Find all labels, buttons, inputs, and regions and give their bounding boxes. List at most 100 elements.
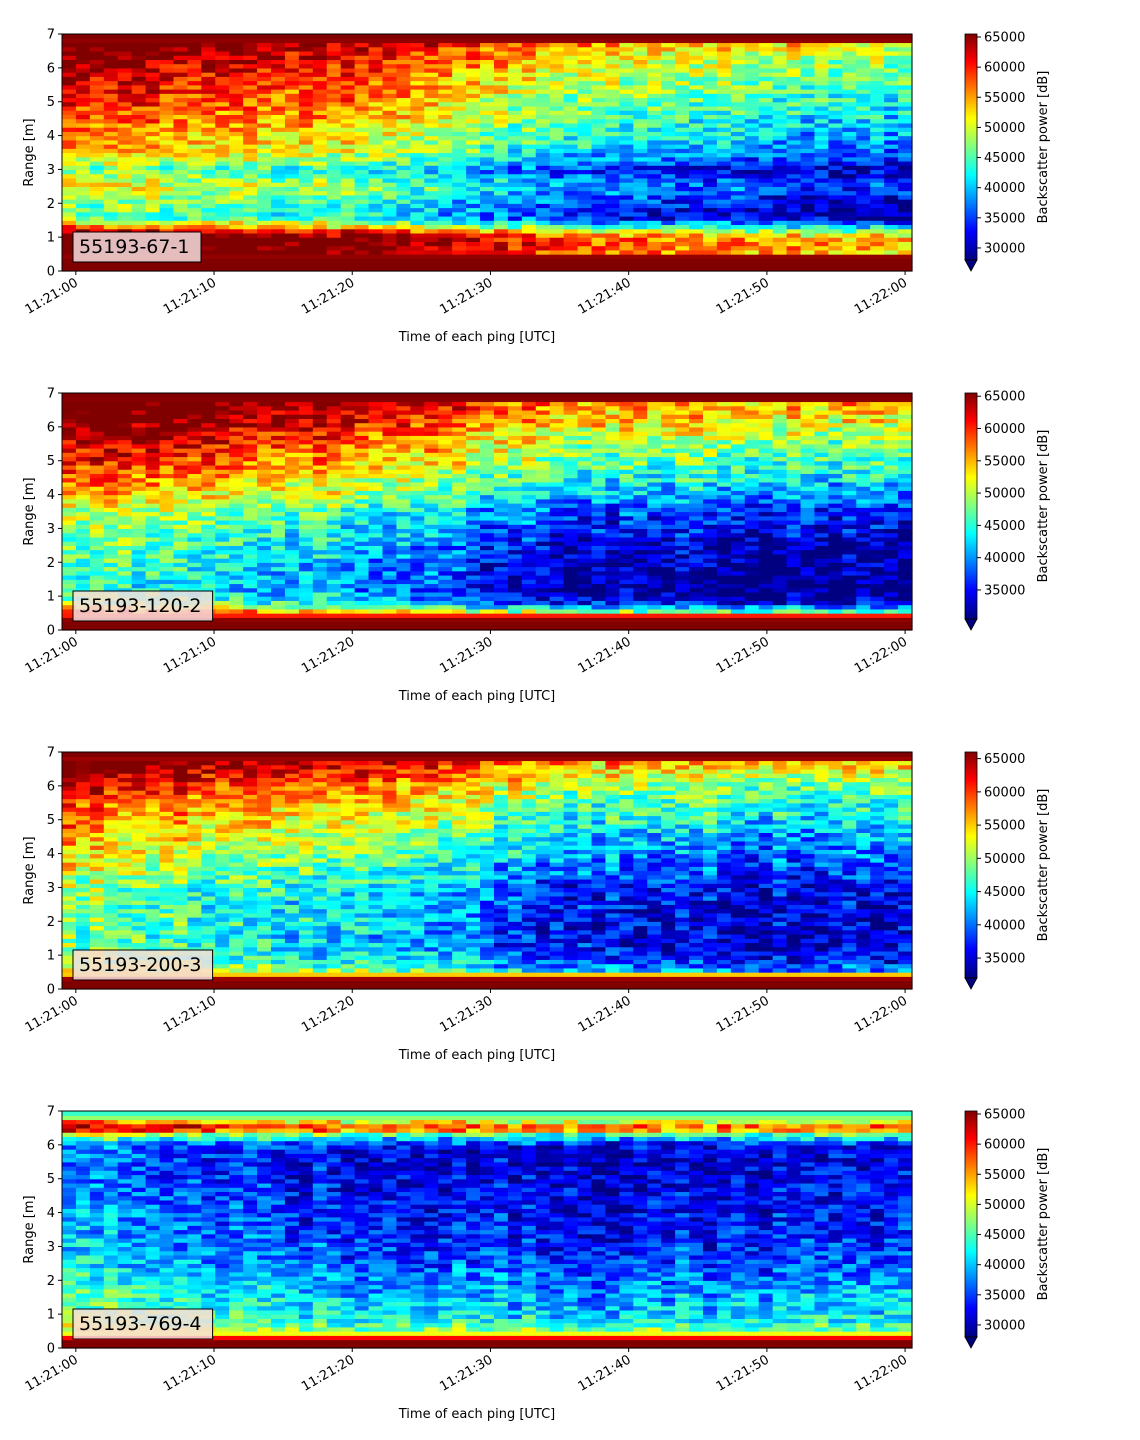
heatmap-cell (578, 93, 593, 98)
heatmap-cell (396, 186, 411, 191)
heatmap-cell (257, 537, 272, 542)
heatmap-cell (327, 93, 342, 98)
heatmap-cell (271, 38, 286, 43)
heatmap-cell (271, 440, 286, 445)
heatmap-cell (243, 533, 258, 538)
heatmap-cell (257, 562, 272, 567)
heatmap-cell (675, 123, 690, 128)
heatmap-cell (327, 127, 342, 132)
heatmap-cell (118, 456, 133, 461)
heatmap-cell (201, 233, 216, 238)
heatmap-cell (201, 220, 216, 225)
heatmap-cell (173, 486, 188, 491)
heatmap-cell (661, 106, 676, 111)
heatmap-cell (341, 263, 356, 268)
heatmap-cell (522, 263, 537, 268)
heatmap-cell (369, 182, 384, 187)
heatmap-cell (229, 157, 244, 162)
heatmap-cell (578, 203, 593, 208)
heatmap-cell (299, 144, 314, 149)
heatmap-cell (229, 47, 244, 52)
heatmap-cell (550, 127, 565, 132)
heatmap-cell (703, 199, 718, 204)
heatmap-cell (759, 224, 774, 229)
heatmap-cell (550, 246, 565, 251)
heatmap-cell (731, 178, 746, 183)
heatmap-cell (327, 208, 342, 213)
heatmap-cell (745, 263, 760, 268)
heatmap-cell (327, 418, 342, 423)
heatmap-cell (90, 393, 105, 398)
heatmap-cell (396, 609, 411, 614)
heatmap-cell (299, 169, 314, 174)
heatmap-cell (675, 114, 690, 119)
heatmap-cell (369, 613, 384, 618)
heatmap-cell (564, 148, 579, 153)
heatmap-cell (243, 541, 258, 546)
heatmap-cell (146, 448, 161, 453)
heatmap-cell (285, 34, 300, 39)
heatmap-cell (243, 596, 258, 601)
heatmap-cell (396, 541, 411, 546)
heatmap-cell (578, 68, 593, 73)
heatmap-cell (564, 106, 579, 111)
heatmap-cell (313, 435, 328, 440)
heatmap-cell (299, 89, 314, 94)
heatmap-cell (355, 583, 370, 588)
heatmap-cell (452, 153, 467, 158)
heatmap-cell (452, 119, 467, 124)
heatmap-cell (717, 186, 732, 191)
heatmap-cell (438, 131, 453, 136)
heatmap-cell (452, 216, 467, 221)
heatmap-cell (578, 246, 593, 251)
heatmap-cell (731, 34, 746, 39)
heatmap-cell (647, 186, 662, 191)
heatmap-cell (90, 473, 105, 478)
heatmap-cell (327, 89, 342, 94)
heatmap-cell (132, 220, 147, 225)
heatmap-cell (160, 469, 175, 474)
heatmap-cell (341, 59, 356, 64)
heatmap-cell (271, 169, 286, 174)
heatmap-cell (550, 157, 565, 162)
heatmap-cell (578, 136, 593, 141)
heatmap-cell (884, 263, 899, 268)
heatmap-cell (494, 233, 509, 238)
heatmap-cell (369, 533, 384, 538)
heatmap-cell (271, 427, 286, 432)
heatmap-cell (522, 212, 537, 217)
heatmap-cell (633, 127, 648, 132)
heatmap-cell (313, 47, 328, 52)
heatmap-cell (773, 229, 788, 234)
heatmap-cell (703, 153, 718, 158)
heatmap-cell (243, 558, 258, 563)
heatmap-cell (355, 414, 370, 419)
heatmap-cell (884, 85, 899, 90)
heatmap-cell (355, 178, 370, 183)
heatmap-cell (369, 503, 384, 508)
heatmap-cell (299, 153, 314, 158)
heatmap-cell (731, 191, 746, 196)
heatmap-cell (870, 55, 885, 60)
heatmap-cell (480, 144, 495, 149)
heatmap-cell (382, 233, 397, 238)
heatmap-cell (285, 414, 300, 419)
heatmap-cell (285, 254, 300, 259)
heatmap-cell (884, 140, 899, 145)
heatmap-cell (146, 169, 161, 174)
heatmap-cell (76, 393, 91, 398)
heatmap-cell (201, 414, 216, 419)
heatmap-cell (187, 507, 202, 512)
heatmap-cell (299, 418, 314, 423)
heatmap-cell (508, 131, 523, 136)
heatmap-cell (814, 237, 829, 242)
heatmap-cell (76, 461, 91, 466)
heatmap-cell (118, 174, 133, 179)
heatmap-cell (187, 571, 202, 576)
heatmap-cell (828, 191, 843, 196)
heatmap-cell (633, 140, 648, 145)
heatmap-cell (215, 241, 230, 246)
heatmap-cell (759, 59, 774, 64)
heatmap-cell (382, 148, 397, 153)
heatmap-cell (229, 444, 244, 449)
